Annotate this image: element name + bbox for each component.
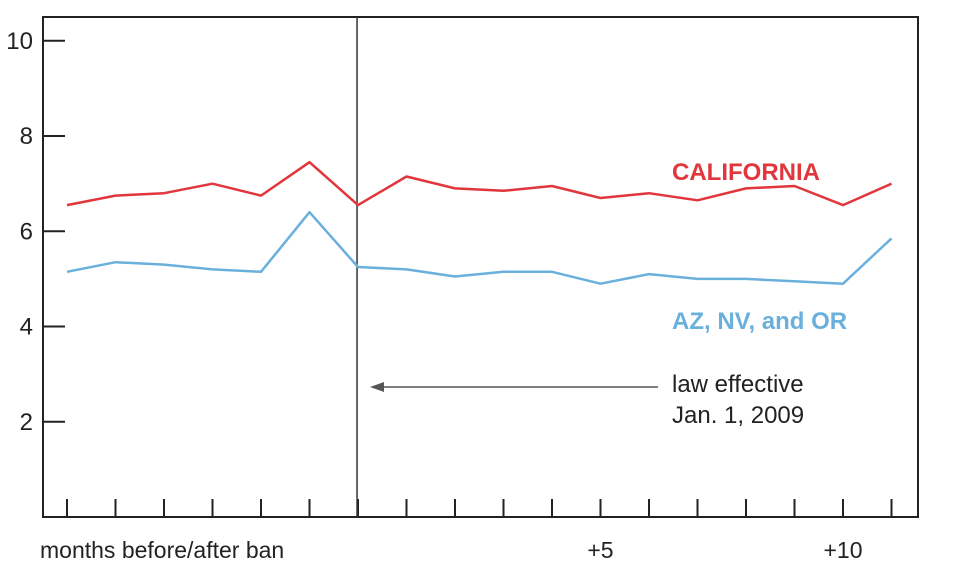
series-label-0: CALIFORNIA <box>672 159 820 186</box>
x-axis-title: months before/after ban <box>40 537 284 563</box>
y-tick-label: 2 <box>20 409 33 436</box>
law-label-line2: Jan. 1, 2009 <box>672 402 804 429</box>
y-tick-label: 6 <box>20 218 33 245</box>
x-tick-label: +5 <box>587 537 613 563</box>
annotation-layer: law effective Jan. 1, 2009 <box>356 17 804 517</box>
y-tick-label: 4 <box>20 314 33 341</box>
plot-frame <box>42 16 919 518</box>
series-layer <box>66 160 893 285</box>
series-line-1 <box>66 210 893 285</box>
y-tick-label: 10 <box>6 28 33 55</box>
law-label-line1: law effective <box>672 371 804 398</box>
x-axis: months before/after ban +5 +10 <box>40 499 893 563</box>
label-layer: CALIFORNIA AZ, NV, and OR <box>672 159 847 335</box>
y-axis: 2 4 6 8 10 <box>6 28 65 436</box>
law-arrow-head <box>370 382 384 392</box>
x-tick-label: +10 <box>823 537 862 563</box>
series-line-0 <box>66 160 893 207</box>
series-label-1: AZ, NV, and OR <box>672 308 847 335</box>
y-tick-label: 8 <box>20 123 33 150</box>
